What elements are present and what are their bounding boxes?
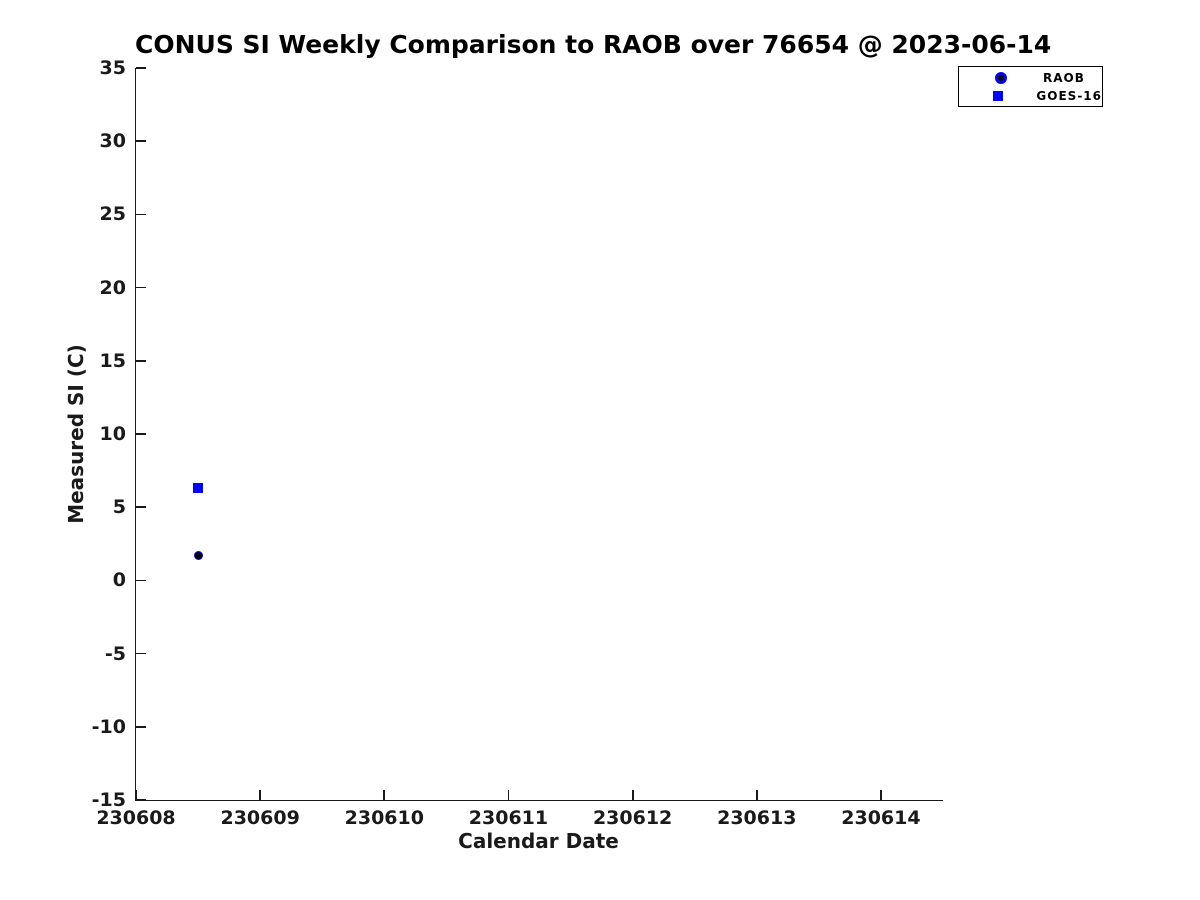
y-tick-label: 20 bbox=[99, 276, 126, 299]
x-tick-mark bbox=[383, 790, 386, 800]
y-tick-mark bbox=[136, 506, 146, 509]
x-tick-mark bbox=[880, 790, 882, 800]
data-point-raob bbox=[193, 551, 203, 560]
y-tick-mark bbox=[136, 725, 146, 728]
x-tick-label: 230612 bbox=[592, 807, 673, 829]
plot-area: -15 -10 -5 0 5 10 15 20 25 30 35 230608 230609 230610… bbox=[92, 57, 943, 829]
goes16-marker-icon bbox=[992, 90, 1003, 101]
chart-title: CONUS SI Weekly Comparison to RAOB over … bbox=[135, 30, 1052, 59]
x-tick-mark bbox=[631, 790, 634, 800]
y-tick-label: 35 bbox=[99, 57, 126, 79]
legend: RAOB GOES-16 bbox=[958, 66, 1103, 107]
y-tick-label: 30 bbox=[99, 130, 126, 153]
legend-marker-cell bbox=[959, 90, 1036, 101]
x-tick-mark bbox=[507, 790, 510, 800]
y-tick-mark bbox=[136, 140, 146, 143]
legend-marker-cell bbox=[959, 71, 1043, 84]
x-tick-label: 230614 bbox=[841, 807, 921, 829]
x-tick-mark bbox=[135, 790, 137, 800]
y-tick-mark bbox=[136, 286, 146, 289]
x-tick-label: 230608 bbox=[96, 807, 176, 829]
raob-marker-icon bbox=[995, 71, 1007, 84]
legend-label: RAOB bbox=[1043, 70, 1085, 85]
x-tick-label: 230613 bbox=[717, 807, 797, 829]
x-tick-label: 230610 bbox=[344, 807, 424, 829]
legend-item-raob: RAOB bbox=[959, 70, 1102, 85]
y-tick-label: 25 bbox=[99, 203, 126, 226]
x-tick-label: 230611 bbox=[468, 807, 549, 829]
data-point-goes16 bbox=[193, 483, 204, 494]
y-tick-label: 15 bbox=[99, 349, 126, 372]
y-tick-label: 0 bbox=[112, 569, 126, 592]
y-tick-label: -15 bbox=[91, 789, 126, 811]
legend-item-goes16: GOES-16 bbox=[959, 88, 1102, 103]
y-tick-label: 5 bbox=[112, 496, 126, 519]
y-tick-label: -5 bbox=[104, 642, 126, 665]
y-tick-mark bbox=[136, 213, 146, 216]
y-tick-label: 10 bbox=[99, 423, 126, 445]
y-tick-mark bbox=[136, 67, 146, 69]
x-tick-label: 230609 bbox=[220, 807, 300, 829]
legend-label: GOES-16 bbox=[1036, 88, 1102, 103]
y-tick-mark bbox=[136, 652, 146, 655]
y-tick-label: -10 bbox=[91, 715, 126, 738]
x-tick-mark bbox=[259, 790, 262, 800]
y-tick-mark bbox=[136, 799, 146, 801]
y-tick-mark bbox=[136, 359, 146, 362]
y-tick-mark bbox=[136, 579, 146, 582]
x-axis-label: Calendar Date bbox=[458, 829, 619, 853]
y-tick-mark bbox=[136, 433, 146, 435]
x-tick-mark bbox=[755, 790, 758, 800]
